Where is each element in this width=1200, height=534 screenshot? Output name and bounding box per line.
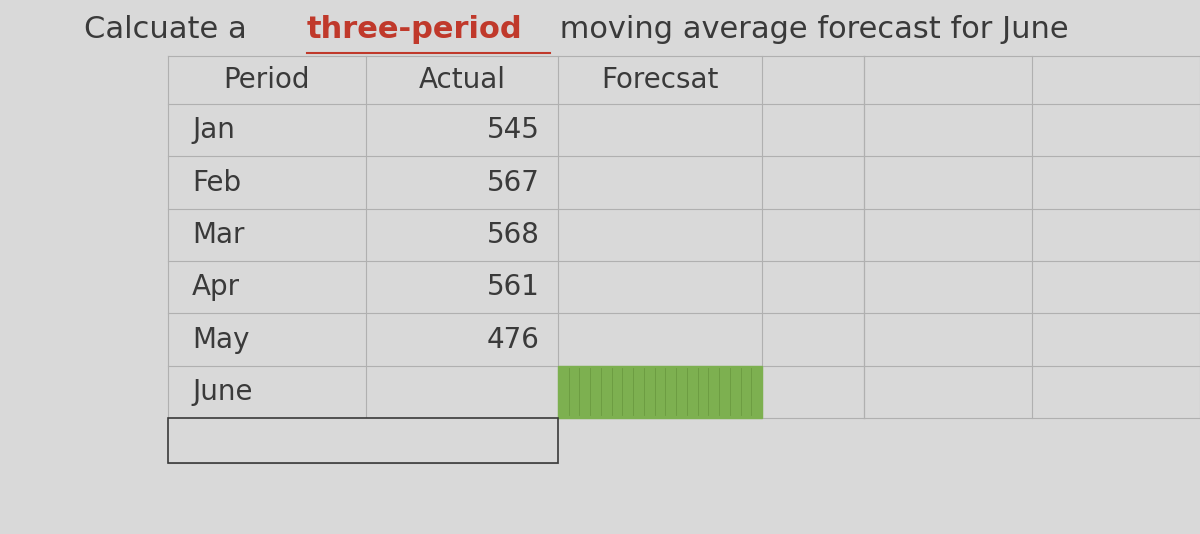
Text: May: May	[192, 326, 250, 354]
Text: June: June	[192, 378, 252, 406]
Text: 476: 476	[487, 326, 540, 354]
Bar	[558, 366, 762, 418]
Text: three period: three period	[283, 428, 428, 452]
Text: Actual: Actual	[419, 66, 505, 94]
Text: Calcuate a: Calcuate a	[84, 15, 257, 44]
Text: 567: 567	[487, 169, 540, 197]
Text: Forecsat: Forecsat	[601, 66, 719, 94]
Text: It says: It says	[174, 428, 259, 452]
Text: Period: Period	[223, 66, 311, 94]
Text: Feb: Feb	[192, 169, 241, 197]
Text: 545: 545	[487, 116, 540, 144]
Text: three-period: three-period	[306, 15, 522, 44]
Text: 568: 568	[487, 221, 540, 249]
Text: Jan: Jan	[192, 116, 235, 144]
Text: Apr: Apr	[192, 273, 240, 301]
Text: moving average forecast for June: moving average forecast for June	[551, 15, 1069, 44]
Text: Mar: Mar	[192, 221, 245, 249]
Text: 561: 561	[487, 273, 540, 301]
Bar	[168, 418, 558, 462]
